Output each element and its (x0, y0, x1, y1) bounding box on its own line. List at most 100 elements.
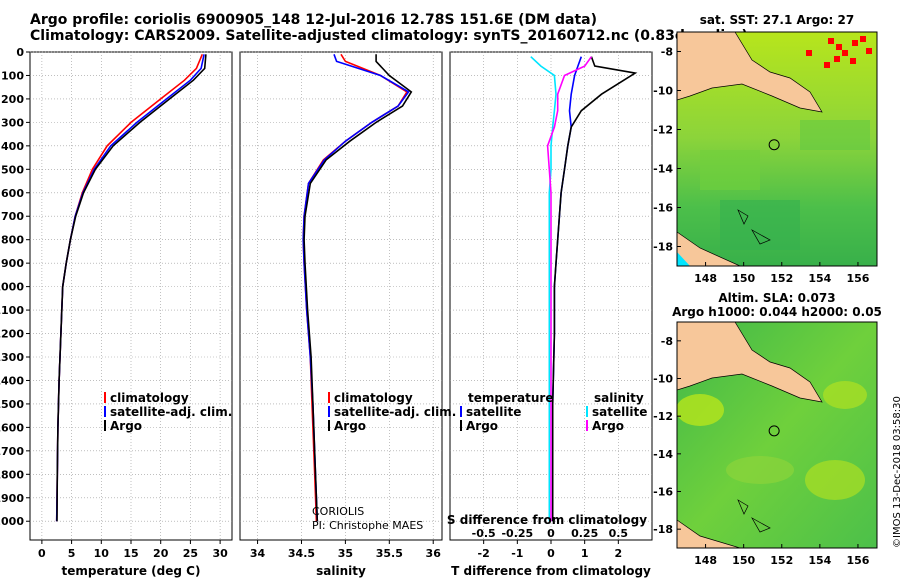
sla-map-subtitle: Argo h1000: 0.044 h2000: 0.05 (672, 305, 882, 319)
depth-tick-label: 1800 (0, 468, 24, 481)
difference-xlabel: T difference from climatology (451, 564, 651, 578)
series-line-satellite-adj-clim- (55, 54, 205, 522)
series-line-satellite-adj-clim- (302, 54, 410, 522)
depth-tick-label: 2000 (0, 515, 24, 528)
series-line-argo (56, 54, 207, 522)
x-tick-label: 10 (94, 547, 110, 560)
x-tick-label: 34.5 (288, 547, 315, 560)
depth-tick-label: 1900 (0, 492, 24, 505)
x-tick-label: 2 (615, 547, 623, 560)
series-line-t-satellite (551, 56, 583, 522)
series-line-t-argo (551, 56, 638, 522)
legend-argo: Argo (334, 419, 366, 433)
legend-climatology: climatology (110, 391, 189, 405)
profile-lines (55, 53, 638, 522)
difference-legend: temperature satellite Argo salinity sate… (460, 391, 647, 433)
s-diff-tick-label: -0.5 (472, 527, 496, 540)
legend-t-argo-swatch (460, 420, 462, 431)
depth-tick-label: 600 (1, 187, 24, 200)
sst-high-cells (806, 36, 872, 68)
x-tick-label: -2 (478, 547, 490, 560)
sst-map-frame (676, 31, 878, 267)
map-y-tick-label: -12 (653, 124, 673, 137)
series-line-argo (303, 54, 413, 522)
sla-map: Altim. SLA: 0.073 Argo h1000: 0.044 h200… (653, 291, 882, 567)
legend-t-satellite: satellite (466, 405, 521, 419)
series-line-climatology (302, 53, 409, 522)
depth-tick-label: 1200 (0, 328, 24, 341)
map-y-tick-label: -10 (653, 85, 673, 98)
x-tick-label: 35 (338, 547, 353, 560)
land-mass (677, 322, 823, 403)
legend-temperature-title: temperature (468, 391, 553, 405)
sla-map-axes: 148 150 152 154 156 -8 -10 -12 -14 -16 -18 (653, 335, 870, 567)
depth-tick-label: 700 (1, 210, 24, 223)
map-x-tick-label: 150 (732, 554, 755, 567)
x-tick-label: 0 (38, 547, 46, 560)
temperature-xlabel: temperature (deg C) (62, 564, 201, 578)
depth-tick-label: 800 (1, 234, 24, 247)
s-diff-tick-label: 0 (547, 527, 555, 540)
legend-satellite-swatch (104, 406, 106, 417)
map-y-tick-label: -8 (661, 335, 673, 348)
depth-tick-label: 1700 (0, 445, 24, 458)
series-line-s-argo (546, 56, 593, 522)
map-x-tick-label: 152 (770, 554, 793, 567)
legend-s-satellite-swatch (586, 406, 588, 417)
x-axes: 0 5 10 15 20 25 30 34 34.5 35 35.5 36 -2 -1 0 1 2 -0.5 -0.… (38, 527, 628, 560)
legend-climatology-swatch (328, 392, 330, 403)
legend-t-argo: Argo (466, 419, 498, 433)
imos-credit: ©IMOS 13-Dec-2018 03:58:30 (892, 396, 900, 548)
map-x-tick-label: 148 (694, 554, 717, 567)
x-tick-label: 0 (547, 547, 555, 560)
depth-tick-label: 900 (1, 257, 24, 270)
legend-climatology: climatology (334, 391, 413, 405)
map-y-tick-label: -16 (653, 202, 673, 215)
temperature-legend: climatology satellite-adj. clim. Argo (104, 391, 232, 433)
argo-location-marker (768, 139, 780, 151)
depth-tick-label: 1500 (0, 398, 24, 411)
depth-tick-label: 1600 (0, 421, 24, 434)
x-tick-label: 1 (581, 547, 589, 560)
gridlines (30, 51, 652, 540)
x-tick-label: 20 (153, 547, 169, 560)
x-tick-label: 25 (183, 547, 198, 560)
map-x-tick-label: 150 (732, 272, 755, 285)
s-diff-tick-label: 0.5 (609, 527, 629, 540)
depth-tick-label: 1400 (0, 374, 24, 387)
legend-satellite-swatch (328, 406, 330, 417)
x-tick-label: 35.5 (376, 547, 403, 560)
land-mass (677, 32, 823, 113)
x-tick-label: -1 (511, 547, 523, 560)
pi-annotation: PI: Christophe MAES (312, 519, 423, 532)
series-line-climatology (55, 53, 204, 522)
map-x-tick-label: 156 (846, 554, 869, 567)
depth-tick-label: 400 (1, 140, 24, 153)
x-tick-label: 15 (123, 547, 138, 560)
x-tick-label: 5 (68, 547, 76, 560)
depth-tick-label: 1300 (0, 351, 24, 364)
sst-map-title: sat. SST: 27.1 Argo: 27 (700, 13, 854, 27)
coriolis-annotation: CORIOLIS (312, 505, 364, 518)
depth-tick-label: 0 (16, 46, 24, 59)
depth-axis: 0 100 200 300 400 500 600 700 800 900 1000 1100 1200… (0, 46, 30, 528)
map-y-tick-label: -16 (653, 486, 673, 499)
s-difference-xlabel: S difference from climatology (447, 513, 647, 527)
map-x-tick-label: 148 (694, 272, 717, 285)
x-tick-label: 30 (212, 547, 228, 560)
legend-salinity-title: salinity (594, 391, 644, 405)
map-y-tick-label: -10 (653, 373, 673, 386)
depth-tick-label: 100 (1, 69, 24, 82)
series-line-s-satellite (530, 56, 557, 522)
legend-argo: Argo (110, 419, 142, 433)
map-y-tick-label: -18 (653, 241, 673, 254)
map-y-tick-label: -8 (661, 46, 673, 59)
legend-t-satellite-swatch (460, 406, 462, 417)
legend-satellite: satellite-adj. clim. (110, 405, 232, 419)
map-x-tick-label: 156 (846, 272, 869, 285)
figure-title: Argo profile: coriolis 6900905_148 12-Ju… (30, 12, 748, 44)
s-diff-tick-label: -0.25 (501, 527, 533, 540)
legend-s-argo: Argo (592, 419, 624, 433)
legend-climatology-swatch (104, 392, 106, 403)
